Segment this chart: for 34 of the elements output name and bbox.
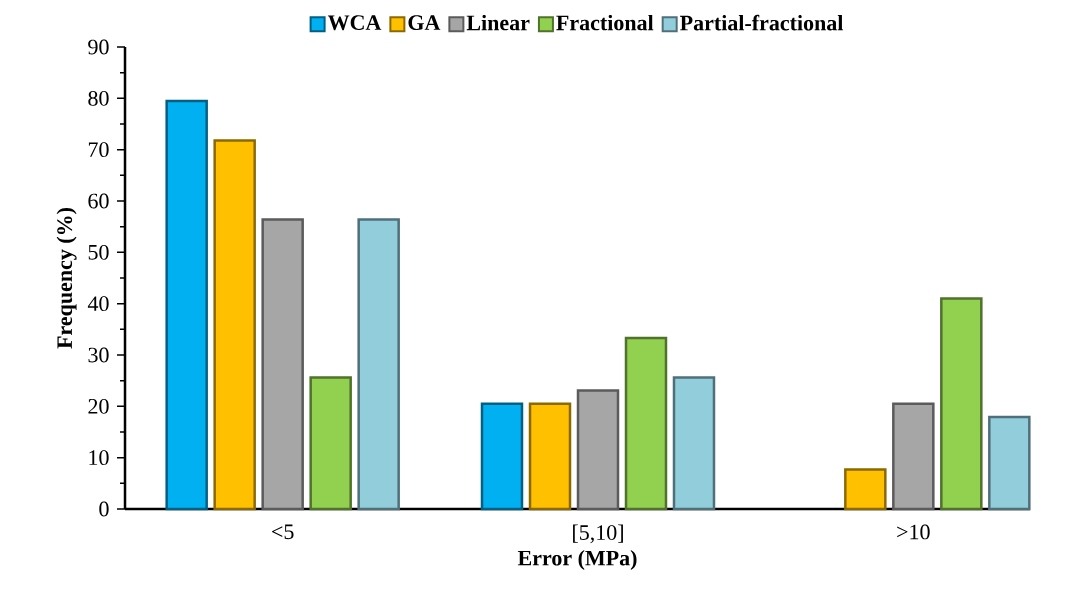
legend-label: WCA: [327, 15, 382, 31]
y-tick-label: 10: [89, 450, 109, 466]
y-tick-label: 0: [99, 501, 109, 517]
x-tick-label: [5,10]: [573, 524, 623, 544]
bar: [892, 402, 935, 511]
y-tick-label: 40: [87, 296, 109, 312]
bar: [480, 402, 524, 511]
y-tick-label: 20: [88, 398, 109, 414]
y-tick-label: 60: [88, 193, 109, 209]
bar: [988, 415, 1031, 511]
bar: [213, 139, 256, 511]
y-tick-label: 50: [88, 244, 109, 260]
x-tick-label: <5: [272, 524, 294, 540]
bar: [309, 376, 352, 511]
legend-label: Fractional: [556, 14, 654, 31]
bar: [576, 389, 620, 511]
legend-label: Partial-fractional: [680, 14, 844, 31]
y-tick-label: 90: [88, 39, 109, 55]
bar: [940, 297, 983, 511]
y-tick-label: 30: [88, 347, 109, 363]
bar: [624, 336, 668, 511]
bar: [261, 218, 304, 511]
bar: [672, 376, 716, 511]
legend-label: GA: [408, 15, 441, 31]
x-tick-label: >10: [897, 524, 930, 540]
legend-label: Linear: [466, 14, 530, 31]
bar: [357, 218, 400, 511]
y-tick-label: 80: [88, 90, 109, 106]
y-axis-title: Frequency (%): [56, 207, 77, 349]
y-tick-label: 70: [88, 142, 109, 158]
bar: [528, 402, 572, 511]
x-axis-title: Error (MPa): [517, 550, 637, 570]
bar: [844, 468, 887, 511]
bar: [165, 99, 208, 511]
